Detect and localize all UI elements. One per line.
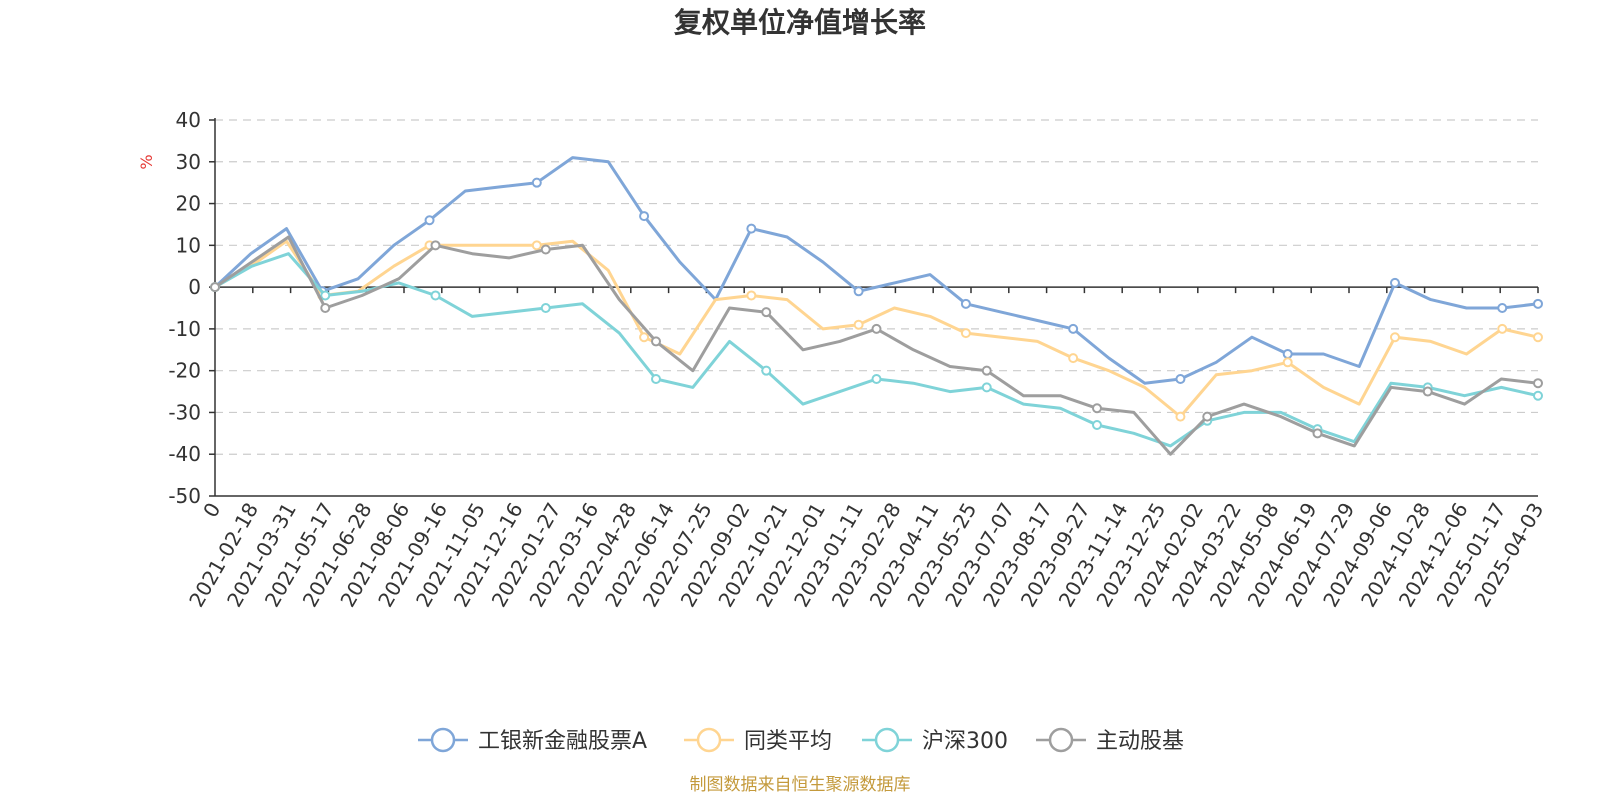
x-tick-label: 0 xyxy=(198,499,225,522)
data-point xyxy=(531,240,542,251)
data-point xyxy=(1533,390,1543,401)
data-point xyxy=(1202,411,1213,422)
y-tick-label: -30 xyxy=(168,400,201,424)
data-point xyxy=(1497,323,1508,334)
legend-item-3[interactable]: 主动股基 xyxy=(1036,727,1184,754)
data-point xyxy=(1068,353,1079,364)
y-tick-label: -40 xyxy=(168,442,201,466)
data-point xyxy=(761,307,772,318)
y-axis-unit: % xyxy=(137,154,156,169)
data-point xyxy=(1389,277,1400,288)
legend-label: 工银新金融股票A xyxy=(478,729,647,754)
data-point xyxy=(639,332,650,343)
y-tick-labels: 40 30 20 10 0 -10 -20 -30 -40 -50 xyxy=(168,108,201,508)
y-tick-label: 20 xyxy=(176,192,201,216)
legend-item-2[interactable]: 沪深300 xyxy=(862,727,1008,754)
data-point xyxy=(320,290,331,301)
data-point xyxy=(871,374,882,385)
y-tick-label: 40 xyxy=(176,108,201,132)
data-point xyxy=(320,303,331,313)
data-point xyxy=(424,215,435,226)
data-point xyxy=(1068,323,1079,334)
series-line-0 xyxy=(213,156,1539,385)
data-point xyxy=(1533,332,1543,343)
data-point xyxy=(1282,357,1293,368)
data-point xyxy=(981,382,992,393)
y-tick-label: -20 xyxy=(168,359,201,383)
series-line-3 xyxy=(214,235,1539,456)
data-point xyxy=(210,282,220,293)
data-point xyxy=(853,286,864,297)
data-point xyxy=(651,374,661,385)
data-point xyxy=(430,290,441,301)
chart-title: 复权单位净值增长率 xyxy=(674,6,926,39)
data-point xyxy=(540,244,551,255)
series-lines xyxy=(210,156,1543,456)
data-point xyxy=(1389,332,1400,343)
source-note: 制图数据来自恒生聚源数据库 xyxy=(690,775,911,795)
y-tick-label: 30 xyxy=(176,150,201,174)
legend-marker xyxy=(430,727,456,753)
data-point xyxy=(651,336,661,347)
legend-label: 沪深300 xyxy=(922,729,1008,754)
data-point xyxy=(639,211,650,222)
legend-item-0[interactable]: 工银新金融股票A xyxy=(418,727,647,754)
data-point xyxy=(1175,374,1186,385)
x-tick-labels: 02021-02-182021-03-312021-05-172021-06-2… xyxy=(184,287,1548,611)
data-point xyxy=(430,240,441,251)
y-tick-label: 0 xyxy=(188,275,201,299)
data-point xyxy=(1533,298,1543,309)
data-point xyxy=(981,365,992,376)
data-point xyxy=(960,298,971,309)
data-point xyxy=(960,328,971,339)
data-point xyxy=(746,223,757,234)
data-point xyxy=(1312,428,1323,439)
data-point xyxy=(853,319,864,330)
data-point xyxy=(871,323,882,334)
y-tick-label: -10 xyxy=(168,317,201,341)
data-point xyxy=(761,365,772,376)
y-tick-label: -50 xyxy=(168,484,201,508)
series-line-2 xyxy=(214,252,1539,448)
legend-label: 主动股基 xyxy=(1096,729,1184,754)
data-point xyxy=(746,290,757,301)
legend-marker xyxy=(874,727,900,753)
data-point xyxy=(531,177,542,188)
data-point xyxy=(1497,303,1508,313)
data-point xyxy=(1092,403,1102,414)
data-point xyxy=(1422,386,1433,397)
legend-label: 同类平均 xyxy=(744,729,832,754)
legend-marker xyxy=(696,727,722,753)
legend-marker xyxy=(1048,727,1074,753)
data-point xyxy=(1092,419,1102,430)
legend-item-1[interactable]: 同类平均 xyxy=(684,727,832,754)
y-tick-label: 10 xyxy=(176,233,201,257)
data-point xyxy=(540,303,551,313)
data-point xyxy=(1533,378,1543,389)
data-point xyxy=(1175,411,1186,422)
legend[interactable]: 工银新金融股票A 同类平均 沪深300 主动股基 xyxy=(418,727,1184,754)
data-point xyxy=(1282,348,1293,359)
